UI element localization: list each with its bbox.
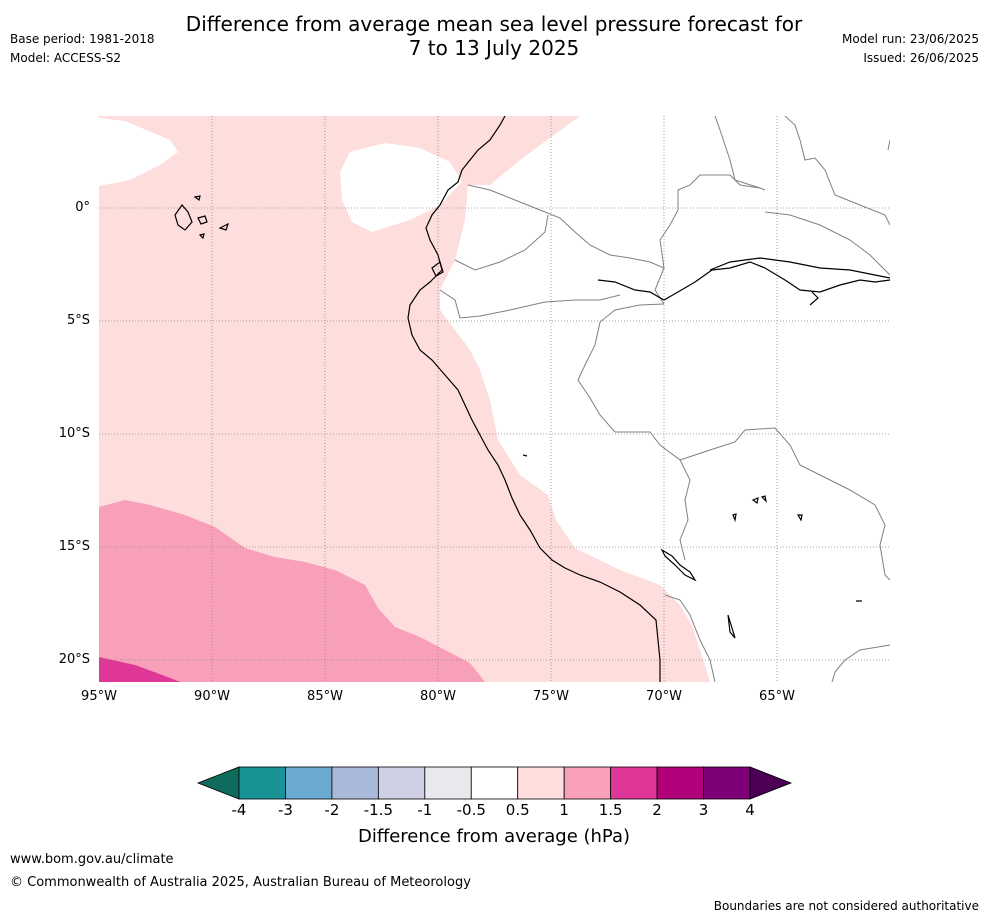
colorbar-segment [377,766,426,800]
colorbar-tick-label: 1.5 [598,801,623,819]
lon-tick-75w: 75°W [533,689,569,704]
colorbar-low-extend [196,766,240,800]
lat-tick-5s: 5°S [66,313,90,328]
colorbar-tick-label: 2 [652,801,662,819]
colorbar-segment [610,766,658,800]
colorbar-tick-label: 1 [559,801,569,819]
colorbar-tick-label: -4 [231,801,247,819]
copyright-text: © Commonwealth of Australia 2025, Austra… [10,875,471,890]
colorbar-segment [331,766,379,800]
gridlines [99,116,890,682]
colorbar-tick-label: -1.5 [363,801,393,819]
colorbar-tick-label: -1 [417,801,433,819]
lon-tick-70w: 70°W [646,689,682,704]
lon-tick-80w: 80°W [420,689,456,704]
lon-tick-85w: 85°W [307,689,343,704]
colorbar-segment [703,766,751,800]
colorbar-tick-label: 3 [698,801,709,819]
colorbar-tick-label: -2 [324,801,340,819]
lat-tick-0: 0° [75,200,90,215]
colorbar-segment [563,766,612,800]
colorbar-segment [470,766,519,800]
coastlines [174,116,890,682]
colorbar-high-extend [749,766,793,800]
model-run-text: Model run: 23/06/2025 [841,32,979,46]
disclaimer-text: Boundaries are not considered authoritat… [713,899,979,913]
website-text: www.bom.gov.au/climate [10,852,174,867]
anomaly-field-1-1.5 [99,500,485,682]
colorbar-tick-label: 0.5 [505,801,530,819]
lon-tick-90w: 90°W [194,689,230,704]
colorbar-segment [656,766,704,800]
colorbar-title: Difference from average (hPa) [357,826,631,847]
anomaly-field-near-zero-central [340,143,462,232]
base-period-text: Base period: 1981-2018 [10,32,155,46]
model-text: Model: ACCESS-S2 [10,51,122,65]
lon-tick-65w: 65°W [759,689,795,704]
colorbar-segment [517,766,565,800]
colorbar-tick-label: -3 [277,801,293,819]
lat-tick-15s: 15°S [58,539,90,554]
map-title-line2: 7 to 13 July 2025 [408,36,580,60]
colorbar-tick-label: -0.5 [456,801,486,819]
anomaly-field-1.5-2 [99,657,180,682]
country-borders [439,116,890,682]
colorbar-segment [424,766,472,800]
anomaly-field-near-zero-nw [99,118,178,186]
issued-text: Issued: 26/06/2025 [863,51,979,65]
map-plot-area [99,116,890,682]
map-title-line1: Difference from average mean sea level p… [185,12,803,36]
colorbar-segment [285,766,333,800]
lat-tick-20s: 20°S [58,652,90,667]
lon-tick-95w: 95°W [81,689,117,704]
colorbar-tick-label: 4 [745,801,755,819]
land-region [440,116,890,682]
colorbar-segment [238,766,286,800]
lat-tick-10s: 10°S [58,426,90,441]
